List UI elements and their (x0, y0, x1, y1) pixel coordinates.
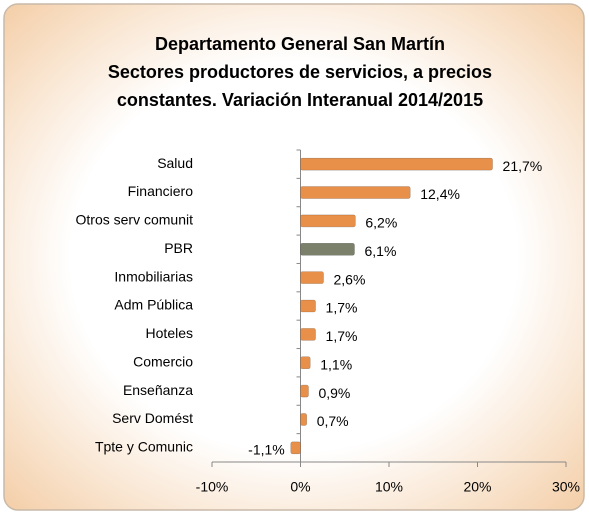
y-tick-label: Otros serv comunit (76, 212, 194, 228)
bar (290, 441, 301, 455)
y-tick-label: PBR (164, 240, 193, 256)
data-label: -1,1% (248, 442, 285, 458)
y-tick-label: Tpte y Comunic (95, 439, 193, 455)
bar (300, 384, 309, 398)
data-label: 2,6% (334, 271, 366, 287)
y-tick-label: Serv Domést (112, 410, 193, 426)
chart-title: Sectores productores de servicios, a pre… (108, 62, 492, 82)
bar (300, 242, 355, 256)
x-tick-label: 30% (552, 479, 580, 495)
data-label: 0,9% (318, 385, 350, 401)
data-label: 6,2% (365, 215, 397, 231)
bar (300, 157, 493, 171)
y-tick-label: Hoteles (146, 325, 193, 341)
y-tick-label: Comercio (133, 353, 193, 369)
data-label: 0,7% (317, 413, 349, 429)
data-label: 1,1% (320, 356, 352, 372)
y-tick-label: Adm Pública (114, 297, 193, 313)
bar (300, 214, 356, 228)
x-tick-label: -10% (196, 479, 229, 495)
y-tick-label: Financiero (128, 183, 194, 199)
x-tick-label: 10% (375, 479, 403, 495)
y-tick-label: Enseñanza (123, 382, 193, 398)
bar (300, 186, 411, 199)
bar (300, 271, 324, 284)
y-tick-label: Inmobiliarias (114, 268, 193, 284)
y-tick-label: Salud (157, 155, 193, 171)
bar (300, 328, 316, 341)
data-label: 1,7% (326, 300, 358, 316)
x-tick-label: 0% (290, 479, 310, 495)
bar (300, 356, 311, 370)
data-label: 6,1% (364, 243, 396, 259)
chart-title: Departamento General San Martín (155, 34, 445, 54)
data-label: 21,7% (503, 158, 543, 174)
data-label: 12,4% (420, 186, 460, 202)
panel (3, 3, 585, 511)
x-tick-label: 20% (463, 479, 491, 495)
data-label: 1,7% (326, 328, 358, 344)
chart-title: constantes. Variación Interanual 2014/20… (117, 90, 483, 110)
bar (300, 413, 307, 426)
bar (300, 299, 316, 313)
